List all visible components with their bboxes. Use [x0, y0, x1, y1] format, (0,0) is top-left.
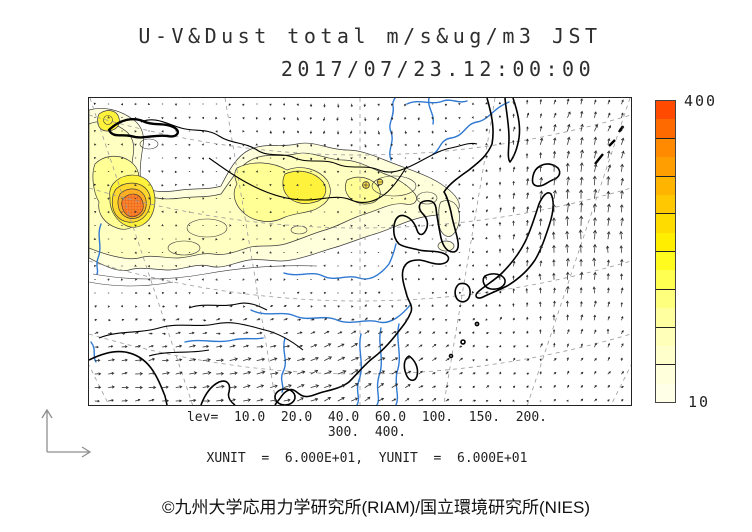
borders-layer — [98, 119, 478, 357]
colorbar-segment — [656, 101, 675, 120]
chart-title: U-V&Dust total m/s&ug/m3 JST — [138, 24, 602, 48]
colorbar-segment — [656, 289, 675, 309]
intense-spot-2 — [376, 178, 384, 186]
contour-detail-lines — [89, 115, 438, 287]
axis-orientation-arrows — [41, 408, 92, 458]
colorbar-segment — [656, 327, 675, 346]
dust-contour-fills — [89, 108, 460, 271]
colorbar-segment — [656, 345, 675, 366]
hainan-island — [274, 388, 296, 405]
colorbar-segment — [656, 383, 675, 402]
colorbar-max-label: 400 — [684, 92, 718, 110]
colorbar-min-label: 10 — [688, 393, 711, 411]
ryukyu-1 — [474, 321, 480, 327]
honshu — [475, 192, 554, 299]
map-panel — [88, 97, 632, 406]
credit-line: ©九州大学応用力学研究所(RIAM)/国立環境研究所(NIES) — [161, 498, 591, 517]
coast-indochina — [200, 380, 236, 405]
colorbar-segment — [656, 138, 675, 158]
kuril-islands — [594, 125, 624, 165]
dust-fill-60-nw — [97, 110, 120, 132]
intense-spot-1 — [362, 181, 370, 189]
sakhalin-island — [504, 98, 521, 163]
colorbar-segment — [656, 365, 675, 384]
graticule-layer — [89, 98, 631, 405]
colorbar — [655, 100, 676, 403]
colorbar-segment — [656, 157, 675, 177]
contour-levels-line2: 300. 400. — [327, 425, 407, 440]
coast-mainland — [274, 98, 494, 405]
colorbar-segment — [656, 252, 675, 271]
chart-datetime: 2017/07/23.12:00:00 — [280, 57, 596, 81]
map-svg — [89, 98, 631, 405]
units-line: XUNIT = 6.000E+01, YUNIT = 6.000E+01 — [206, 451, 528, 466]
colorbar-segment — [656, 270, 675, 290]
shikoku — [482, 273, 506, 290]
ryukyu-2 — [460, 339, 466, 345]
kyushu — [454, 282, 471, 303]
y-axis-arrow-icon — [41, 408, 53, 452]
coastline-layer — [89, 98, 624, 405]
colorbar-segment — [656, 214, 675, 233]
colorbar-segment — [656, 176, 675, 195]
dust-fill-60-mid — [282, 170, 327, 204]
taiwan-island — [403, 355, 419, 382]
lake-balkhash — [107, 118, 179, 139]
title-block: U-V&Dust total m/s&ug/m3 JST 2017/07/23.… — [0, 24, 752, 81]
colorbar-segment — [656, 308, 675, 328]
contour-levels-line1: lev= 10.0 20.0 40.0 60.0 100. 150. 200. — [186, 410, 548, 425]
coast-india — [89, 350, 168, 405]
x-axis-arrow-icon — [47, 446, 92, 458]
dust-core-hatch — [121, 194, 144, 217]
colorbar-segment — [656, 119, 675, 139]
colorbar-segment — [656, 232, 675, 252]
wind-vector-layer — [93, 98, 625, 403]
ryukyu-3 — [448, 353, 454, 359]
colorbar-segment — [656, 194, 675, 215]
